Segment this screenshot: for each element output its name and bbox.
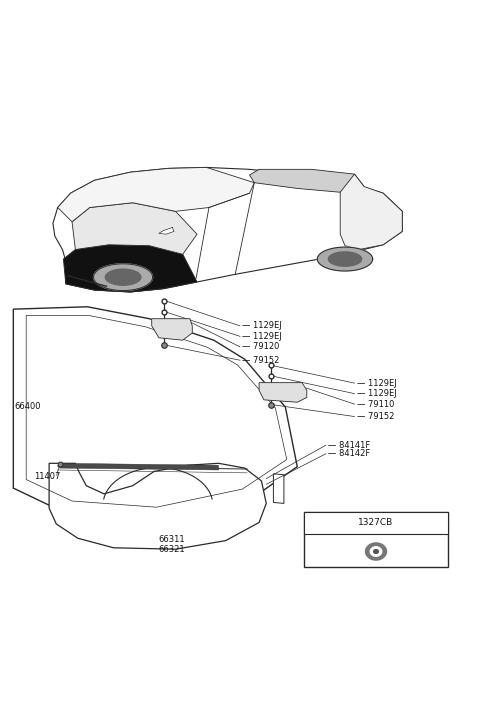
Polygon shape xyxy=(373,549,378,554)
Text: 1327CB: 1327CB xyxy=(359,518,394,527)
Text: 66400: 66400 xyxy=(15,403,41,411)
Polygon shape xyxy=(317,247,372,271)
Polygon shape xyxy=(53,167,402,292)
Polygon shape xyxy=(63,245,197,292)
Polygon shape xyxy=(105,269,141,285)
Bar xyxy=(304,512,447,534)
Text: — 1129EJ: — 1129EJ xyxy=(357,389,396,398)
Text: — 1129EJ: — 1129EJ xyxy=(357,379,396,388)
Text: 11407: 11407 xyxy=(34,471,60,481)
Polygon shape xyxy=(159,228,174,234)
Text: — 84141F: — 84141F xyxy=(328,441,371,450)
Polygon shape xyxy=(49,463,266,549)
Text: 66321: 66321 xyxy=(159,545,185,554)
Polygon shape xyxy=(370,547,382,557)
Polygon shape xyxy=(152,319,192,340)
Text: — 79152: — 79152 xyxy=(242,356,280,364)
Text: — 79120: — 79120 xyxy=(242,342,280,352)
Text: — 79110: — 79110 xyxy=(357,400,394,408)
Text: — 1129EJ: — 1129EJ xyxy=(242,332,282,341)
Polygon shape xyxy=(72,203,197,255)
Polygon shape xyxy=(58,167,254,222)
Polygon shape xyxy=(340,174,402,250)
Polygon shape xyxy=(13,307,297,519)
Polygon shape xyxy=(60,463,218,470)
Text: — 84142F: — 84142F xyxy=(328,450,371,458)
Polygon shape xyxy=(250,169,364,192)
Polygon shape xyxy=(366,543,386,560)
Bar xyxy=(304,512,447,567)
Text: 66311: 66311 xyxy=(159,535,185,545)
Polygon shape xyxy=(328,252,361,266)
Text: — 79152: — 79152 xyxy=(357,412,394,421)
Polygon shape xyxy=(259,383,307,402)
Text: — 1129EJ: — 1129EJ xyxy=(242,321,282,330)
Polygon shape xyxy=(274,474,284,503)
Polygon shape xyxy=(94,264,153,291)
